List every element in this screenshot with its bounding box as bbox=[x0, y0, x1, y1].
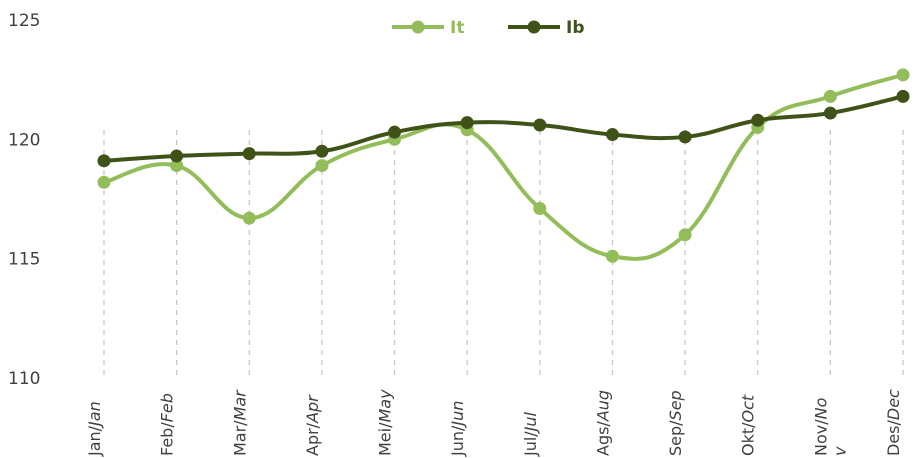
data-point-it bbox=[823, 89, 837, 103]
x-axis: Jan/Jan Feb/Feb Mar/Mar Apr/Apr Mei/May Jun/J… bbox=[85, 389, 903, 457]
x-tick-label-wrap: v bbox=[830, 446, 849, 456]
data-point-it bbox=[896, 68, 910, 82]
y-axis: 110 115 120 125 bbox=[8, 11, 40, 389]
series-lines bbox=[97, 68, 910, 263]
data-point-ib bbox=[896, 89, 910, 103]
y-tick-label: 125 bbox=[8, 11, 40, 31]
series-line-ib bbox=[102, 94, 905, 163]
x-tick-label: Ags/Aug bbox=[593, 390, 612, 456]
y-tick-label: 120 bbox=[8, 130, 40, 150]
data-point-ib bbox=[823, 106, 837, 120]
data-point-it bbox=[170, 159, 184, 173]
y-tick-label: 115 bbox=[8, 250, 40, 270]
series-it bbox=[97, 68, 910, 263]
data-point-ib bbox=[533, 118, 547, 132]
series-ib bbox=[97, 89, 910, 168]
legend-marker-it bbox=[411, 20, 425, 34]
x-tick-label: Jul/Jul bbox=[521, 411, 540, 457]
data-point-ib bbox=[751, 113, 765, 127]
x-tick-label: Jan/Jan bbox=[85, 401, 104, 457]
x-tick-label: Des/Dec bbox=[884, 389, 903, 456]
series-line-it bbox=[102, 72, 905, 261]
legend-marker-ib bbox=[527, 20, 541, 34]
legend-item-ib: Ib bbox=[508, 18, 585, 38]
data-point-ib bbox=[315, 144, 329, 158]
data-point-ib bbox=[460, 116, 474, 130]
x-tick-label: Okt/Oct bbox=[739, 394, 758, 456]
x-tick-label: Mei/May bbox=[376, 389, 395, 456]
data-point-ib bbox=[388, 125, 402, 139]
data-point-it bbox=[605, 249, 619, 263]
data-point-ib bbox=[97, 154, 111, 168]
data-point-ib bbox=[605, 128, 619, 142]
data-point-it bbox=[97, 175, 111, 189]
legend-item-it: It bbox=[392, 18, 464, 38]
y-tick-label: 110 bbox=[8, 369, 40, 389]
data-point-ib bbox=[242, 147, 256, 161]
legend: It Ib bbox=[392, 18, 585, 38]
legend-label-ib: Ib bbox=[566, 18, 585, 38]
x-tick-label: Apr/Apr bbox=[303, 394, 322, 456]
x-tick-label: Nov/No bbox=[811, 397, 830, 456]
x-tick-label: Jun/Jun bbox=[448, 401, 467, 457]
x-tick-label: Feb/Feb bbox=[158, 393, 177, 456]
data-point-it bbox=[315, 159, 329, 173]
x-tick-label: Sep/Sep bbox=[666, 390, 685, 456]
data-point-ib bbox=[678, 130, 692, 144]
data-point-ib bbox=[170, 149, 184, 163]
data-point-it bbox=[242, 211, 256, 225]
data-point-it bbox=[678, 228, 692, 242]
legend-label-it: It bbox=[450, 18, 464, 38]
x-tick-label: Mar/Mar bbox=[230, 389, 249, 456]
data-point-it bbox=[533, 202, 547, 216]
